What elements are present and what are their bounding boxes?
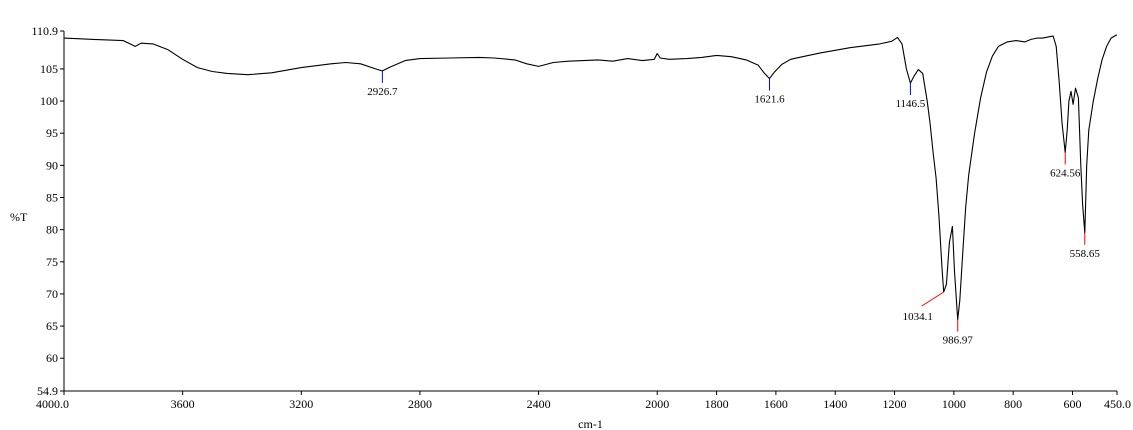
peak-annotations: 2926.7 1621.6 1146.5 1034.1 986.97 624.56 558.… <box>367 70 1101 347</box>
x-tick-label: 2800 <box>408 397 432 411</box>
peak-label: 2926.7 <box>367 86 398 98</box>
y-tick-label: 60 <box>46 351 58 365</box>
x-tick-label: 600 <box>1064 397 1082 411</box>
series-layer <box>63 34 1118 321</box>
x-tick-label: 1800 <box>705 397 729 411</box>
y-tick-label: 75 <box>46 255 58 269</box>
y-tick-label: 105 <box>40 62 58 76</box>
y-axis: 110.9 105 100 95 90 85 80 75 70 65 60 54.9 <box>31 24 65 398</box>
y-tick-label: 95 <box>46 126 58 140</box>
y-tick-label: 110.9 <box>31 24 58 38</box>
peak-label: 624.56 <box>1050 168 1081 180</box>
peak-label: 986.97 <box>943 335 974 347</box>
x-tick-label: 800 <box>1004 397 1022 411</box>
y-tick-label: 65 <box>46 319 58 333</box>
x-tick-label: 4000.0 <box>36 397 69 411</box>
x-tick-label: 1400 <box>823 397 847 411</box>
peak-label: 1146.5 <box>895 98 925 110</box>
x-tick-label: 1200 <box>883 397 907 411</box>
x-axis: 4000.0 3600 3200 2800 2400 2000 1800 1600 1400 12… <box>36 390 1131 411</box>
x-tick-label: 1000 <box>942 397 966 411</box>
y-tick-label: 70 <box>46 287 58 301</box>
x-tick-label: 450.0 <box>1104 397 1131 411</box>
x-axis-title: cm-1 <box>578 417 603 430</box>
spectrum-line <box>63 34 1118 321</box>
peak-label: 1034.1 <box>903 311 933 323</box>
peak-label: 1621.6 <box>754 94 785 106</box>
y-tick-label: 100 <box>40 94 58 108</box>
peak-label: 558.65 <box>1070 248 1101 260</box>
y-axis-title: %T <box>10 210 28 224</box>
x-tick-label: 2400 <box>527 397 551 411</box>
x-tick-label: 1600 <box>764 397 788 411</box>
peak-marker <box>921 291 945 307</box>
x-tick-label: 3600 <box>171 397 195 411</box>
y-tick-label: 80 <box>46 223 58 237</box>
y-tick-label: 54.9 <box>37 384 58 398</box>
x-tick-label: 2000 <box>645 397 669 411</box>
y-tick-label: 90 <box>46 158 58 172</box>
y-tick-label: 85 <box>46 191 58 205</box>
x-tick-label: 3200 <box>289 397 313 411</box>
